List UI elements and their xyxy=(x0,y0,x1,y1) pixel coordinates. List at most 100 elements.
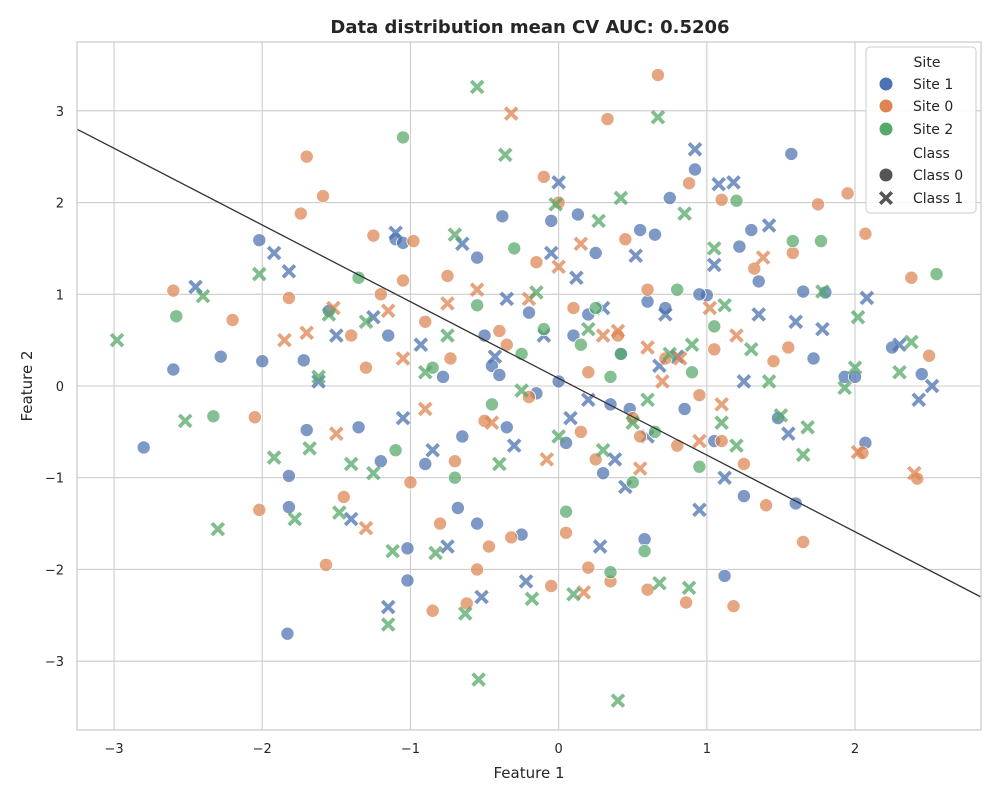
point-site-2-class-1 xyxy=(417,364,433,380)
point-site-0-class-1 xyxy=(358,520,374,536)
point-site-2-class-0 xyxy=(685,365,700,380)
point-site-2-class-0 xyxy=(425,360,440,375)
point-site-2-class-0 xyxy=(447,470,462,485)
point-site-0-class-0 xyxy=(293,206,308,221)
point-site-1-class-0 xyxy=(470,250,485,265)
point-site-0-class-0 xyxy=(252,502,267,517)
point-site-0-class-0 xyxy=(766,354,781,369)
legend-title-site: Site xyxy=(914,55,941,71)
point-site-0-class-1 xyxy=(610,323,626,339)
point-site-2-class-1 xyxy=(469,79,485,95)
point-site-2-class-0 xyxy=(169,309,184,324)
point-site-1-class-1 xyxy=(506,438,522,453)
point-site-2-class-0 xyxy=(670,282,685,297)
point-site-2-class-1 xyxy=(428,545,443,561)
point-site-1-class-0 xyxy=(281,468,296,483)
point-site-2-class-1 xyxy=(498,147,513,163)
point-site-0-class-0 xyxy=(433,516,448,531)
point-site-1-class-0 xyxy=(495,209,510,224)
point-site-1-class-1 xyxy=(380,599,396,615)
point-site-0-class-1 xyxy=(729,328,744,343)
point-site-1-class-1 xyxy=(329,328,344,343)
point-site-0-class-1 xyxy=(395,351,411,366)
point-site-0-class-1 xyxy=(655,374,670,389)
point-site-1-class-1 xyxy=(440,539,455,554)
point-site-0-class-0 xyxy=(358,360,373,375)
point-site-1-class-1 xyxy=(711,176,726,192)
point-site-2-class-0 xyxy=(929,267,944,282)
point-site-1-class-0 xyxy=(381,328,396,343)
point-site-2-class-1 xyxy=(773,408,789,423)
y-tick-label: 0 xyxy=(56,380,64,395)
point-site-0-class-0 xyxy=(373,287,388,302)
y-tick-label: 1 xyxy=(56,288,64,303)
point-site-1-class-1 xyxy=(607,452,623,467)
x-axis-label: Feature 1 xyxy=(494,764,565,782)
point-site-1-class-1 xyxy=(628,248,643,264)
point-site-2-class-1 xyxy=(613,190,629,206)
point-site-1-class-1 xyxy=(281,264,297,279)
point-site-1-class-0 xyxy=(806,351,821,366)
point-site-2-class-1 xyxy=(366,465,381,481)
point-site-2-class-0 xyxy=(729,193,744,208)
point-site-2-class-1 xyxy=(251,266,267,282)
point-site-0-class-0 xyxy=(559,525,574,540)
point-site-0-class-0 xyxy=(492,323,507,338)
point-site-1-class-1 xyxy=(266,245,282,261)
point-site-0-class-0 xyxy=(840,186,855,201)
point-site-1-class-1 xyxy=(751,307,766,322)
point-site-1-class-0 xyxy=(299,423,314,438)
point-site-2-class-1 xyxy=(717,297,732,313)
point-site-1-class-0 xyxy=(499,420,514,435)
point-site-0-class-0 xyxy=(425,603,440,618)
point-site-0-class-1 xyxy=(755,250,771,265)
point-site-0-class-1 xyxy=(469,282,485,297)
point-site-0-class-1 xyxy=(576,585,592,600)
point-site-2-class-0 xyxy=(470,298,485,313)
point-site-1-class-0 xyxy=(566,328,581,343)
point-site-1-class-0 xyxy=(296,353,311,368)
point-site-2-class-1 xyxy=(471,672,486,687)
point-site-2-class-0 xyxy=(613,346,628,361)
point-site-0-class-0 xyxy=(318,557,333,572)
legend-marker-site-1 xyxy=(879,77,893,91)
point-site-0-class-0 xyxy=(633,429,648,444)
point-site-1-class-1 xyxy=(924,378,940,394)
point-site-1-class-1 xyxy=(736,374,752,389)
x-tick-label: −3 xyxy=(104,742,123,757)
point-site-1-class-1 xyxy=(892,337,907,353)
point-site-0-class-1 xyxy=(692,433,707,449)
point-site-2-class-1 xyxy=(706,241,722,256)
point-site-0-class-0 xyxy=(904,270,919,285)
point-site-1-class-1 xyxy=(425,442,440,458)
grid xyxy=(77,42,981,730)
point-site-1-class-0 xyxy=(633,223,648,238)
point-site-2-class-0 xyxy=(625,475,640,490)
point-site-0-class-0 xyxy=(440,268,455,283)
plot-frame xyxy=(76,41,982,731)
point-site-1-class-0 xyxy=(637,532,652,547)
point-site-1-class-0 xyxy=(450,501,465,516)
point-site-0-class-1 xyxy=(299,325,314,341)
point-site-2-class-1 xyxy=(684,337,700,353)
y-tick-label: −3 xyxy=(45,655,64,670)
point-site-1-class-0 xyxy=(470,516,485,531)
point-site-2-class-1 xyxy=(744,342,759,357)
point-site-0-class-0 xyxy=(529,255,544,270)
point-site-2-class-0 xyxy=(813,234,828,249)
legend-label-class-0: Class 0 xyxy=(913,168,963,184)
point-site-1-class-0 xyxy=(588,245,603,260)
point-site-2-class-1 xyxy=(800,419,815,435)
point-site-2-class-1 xyxy=(492,456,507,472)
point-site-2-class-1 xyxy=(358,314,374,330)
y-tick-label: −2 xyxy=(45,563,64,578)
point-site-1-class-0 xyxy=(796,284,811,299)
point-site-1-class-0 xyxy=(687,162,702,177)
point-site-2-class-1 xyxy=(524,591,540,607)
legend-marker-site-0 xyxy=(879,99,893,113)
legend-title-class: Class xyxy=(913,146,950,162)
point-site-1-class-0 xyxy=(436,369,451,384)
point-site-0-class-1 xyxy=(484,415,500,430)
